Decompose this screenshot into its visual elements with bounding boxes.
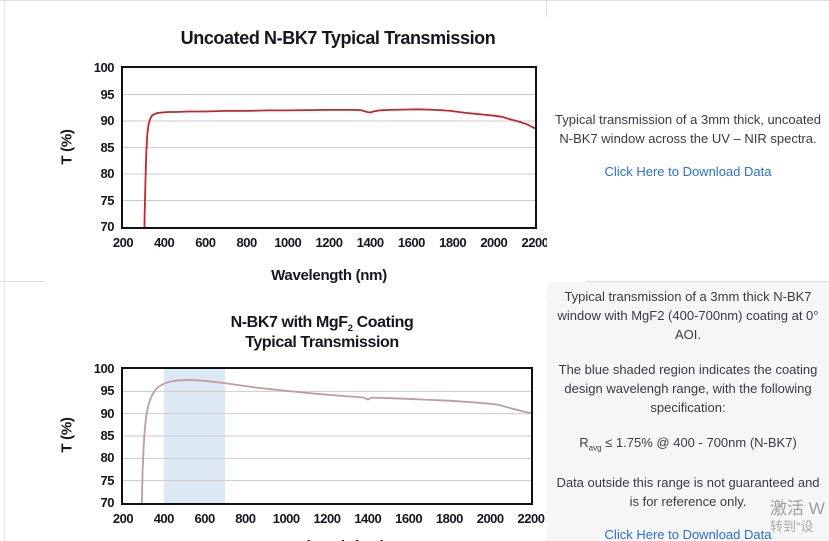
text-segment: N-BK7 with MgF [230, 314, 348, 331]
description-paragraph: Typical transmission of a 3mm thick N-BK… [555, 287, 821, 344]
download-data-link[interactable]: Click Here to Download Data [604, 527, 772, 541]
x-tick-label: 400 [154, 235, 175, 250]
chart-card-uncoated: Uncoated N-BK7 Typical Transmission 200 4… [45, 17, 586, 297]
plot-area-coated: 200 400 600 800 1000 1200 1400 1600 1800 2000 2200… [94, 361, 545, 526]
text-segment: Coating [352, 314, 414, 331]
top-border [0, 0, 829, 1]
description-paragraph: Data outside this range is not guarantee… [555, 473, 821, 511]
y-tick-label: 85 [100, 139, 115, 155]
transmission-curve [140, 378, 531, 503]
y-tick-label: 80 [100, 450, 115, 466]
download-data-link[interactable]: Click Here to Download Data [604, 163, 772, 179]
chart-title-line-1: N-BK7 with MgF2 Coating [45, 313, 599, 333]
description-panel-coated: Typical transmission of a 3mm thick N-BK… [547, 282, 829, 541]
description-paragraph: Typical transmission of a 3mm thick, unc… [555, 110, 821, 148]
x-tick-label: 400 [153, 511, 175, 526]
x-tick-label: 1600 [397, 235, 425, 250]
plot-svg [123, 369, 531, 503]
x-tick-label: 2200 [521, 235, 549, 250]
chart-title-uncoated: Uncoated N-BK7 Typical Transmission [65, 28, 611, 50]
y-tick-label: 95 [100, 86, 115, 102]
text-segment: Typical transmission of a 3mm thick, unc… [555, 111, 821, 146]
transmission-curve [143, 108, 535, 227]
y-tick-label: 80 [100, 166, 115, 181]
x-tick-label: 600 [195, 235, 216, 250]
x-tick-label: 1200 [315, 235, 343, 250]
plot-area-uncoated: 200 400 600 800 1000 1200 1400 1600 1800 2000 2200… [94, 60, 549, 250]
x-axis-label: Wavelength (nm) [271, 267, 387, 284]
subscript-text: 2 [347, 323, 353, 335]
y-tick-label: 90 [100, 113, 115, 128]
x-tick-label: 1000 [272, 511, 300, 526]
plot-svg [123, 94, 535, 227]
chart-card-coated: N-BK7 with MgF2 Coating Typical Transmis… [45, 298, 586, 541]
x-tick-label: 1400 [354, 511, 382, 526]
x-tick-label: 1000 [274, 235, 302, 250]
x-tick-label: 1600 [395, 511, 423, 526]
text-segment: The blue shaded region indicates the coa… [558, 361, 818, 415]
x-axis-label: Wavelength (nm) [121, 538, 533, 541]
x-tick-label: 200 [112, 235, 134, 250]
y-tick-label: 70 [100, 219, 115, 234]
x-tick-label: 1800 [439, 235, 467, 250]
y-tick-label: 95 [100, 383, 115, 399]
x-tick-label: 600 [194, 511, 215, 526]
x-tick-label: 2000 [476, 511, 504, 526]
chart-title-coated: N-BK7 with MgF2 Coating Typical Transmis… [45, 313, 599, 353]
description-paragraph: Ravg ≤ 1.75% @ 400 - 700nm (N-BK7) [579, 433, 797, 458]
y-tick-label: 100 [93, 361, 115, 376]
y-tick-label: 90 [100, 405, 115, 421]
x-tick-label: 800 [235, 511, 256, 526]
text-segment: ≤ 1.75% @ 400 - 700nm (N-BK7) [601, 434, 797, 450]
description-panel-uncoated: Typical transmission of a 3mm thick, unc… [547, 1, 829, 281]
y-axis-label: T (%) [58, 417, 76, 453]
text-segment: Uncoated N-BK7 Typical Transmission [180, 28, 496, 48]
description-paragraph: The blue shaded region indicates the coa… [555, 360, 821, 417]
text-segment: Typical transmission of a 3mm thick N-BK… [557, 288, 819, 342]
x-tick-label: 1400 [356, 235, 384, 250]
chart-title-line-2: Typical Transmission [45, 333, 599, 353]
x-tick-label: 2000 [480, 235, 508, 250]
y-tick-label: 85 [100, 428, 115, 443]
y-tick-label: 75 [100, 472, 115, 488]
y-tick-label: 70 [100, 495, 115, 510]
x-tick-label: 2200 [517, 511, 545, 526]
y-tick-label: 100 [93, 60, 115, 75]
y-axis-label: T (%) [58, 129, 76, 165]
text-segment: Typical Transmission [245, 334, 399, 351]
text-segment: Data outside this range is not guarantee… [556, 475, 820, 510]
x-tick-label: 200 [112, 511, 134, 526]
x-tick-label: 800 [236, 235, 257, 250]
subscript-text: avg [588, 443, 602, 453]
left-border [4, 0, 5, 541]
x-tick-label: 1800 [435, 511, 463, 526]
text-segment: R [579, 434, 589, 450]
x-tick-label: 1200 [313, 511, 341, 526]
y-tick-label: 75 [100, 192, 115, 208]
